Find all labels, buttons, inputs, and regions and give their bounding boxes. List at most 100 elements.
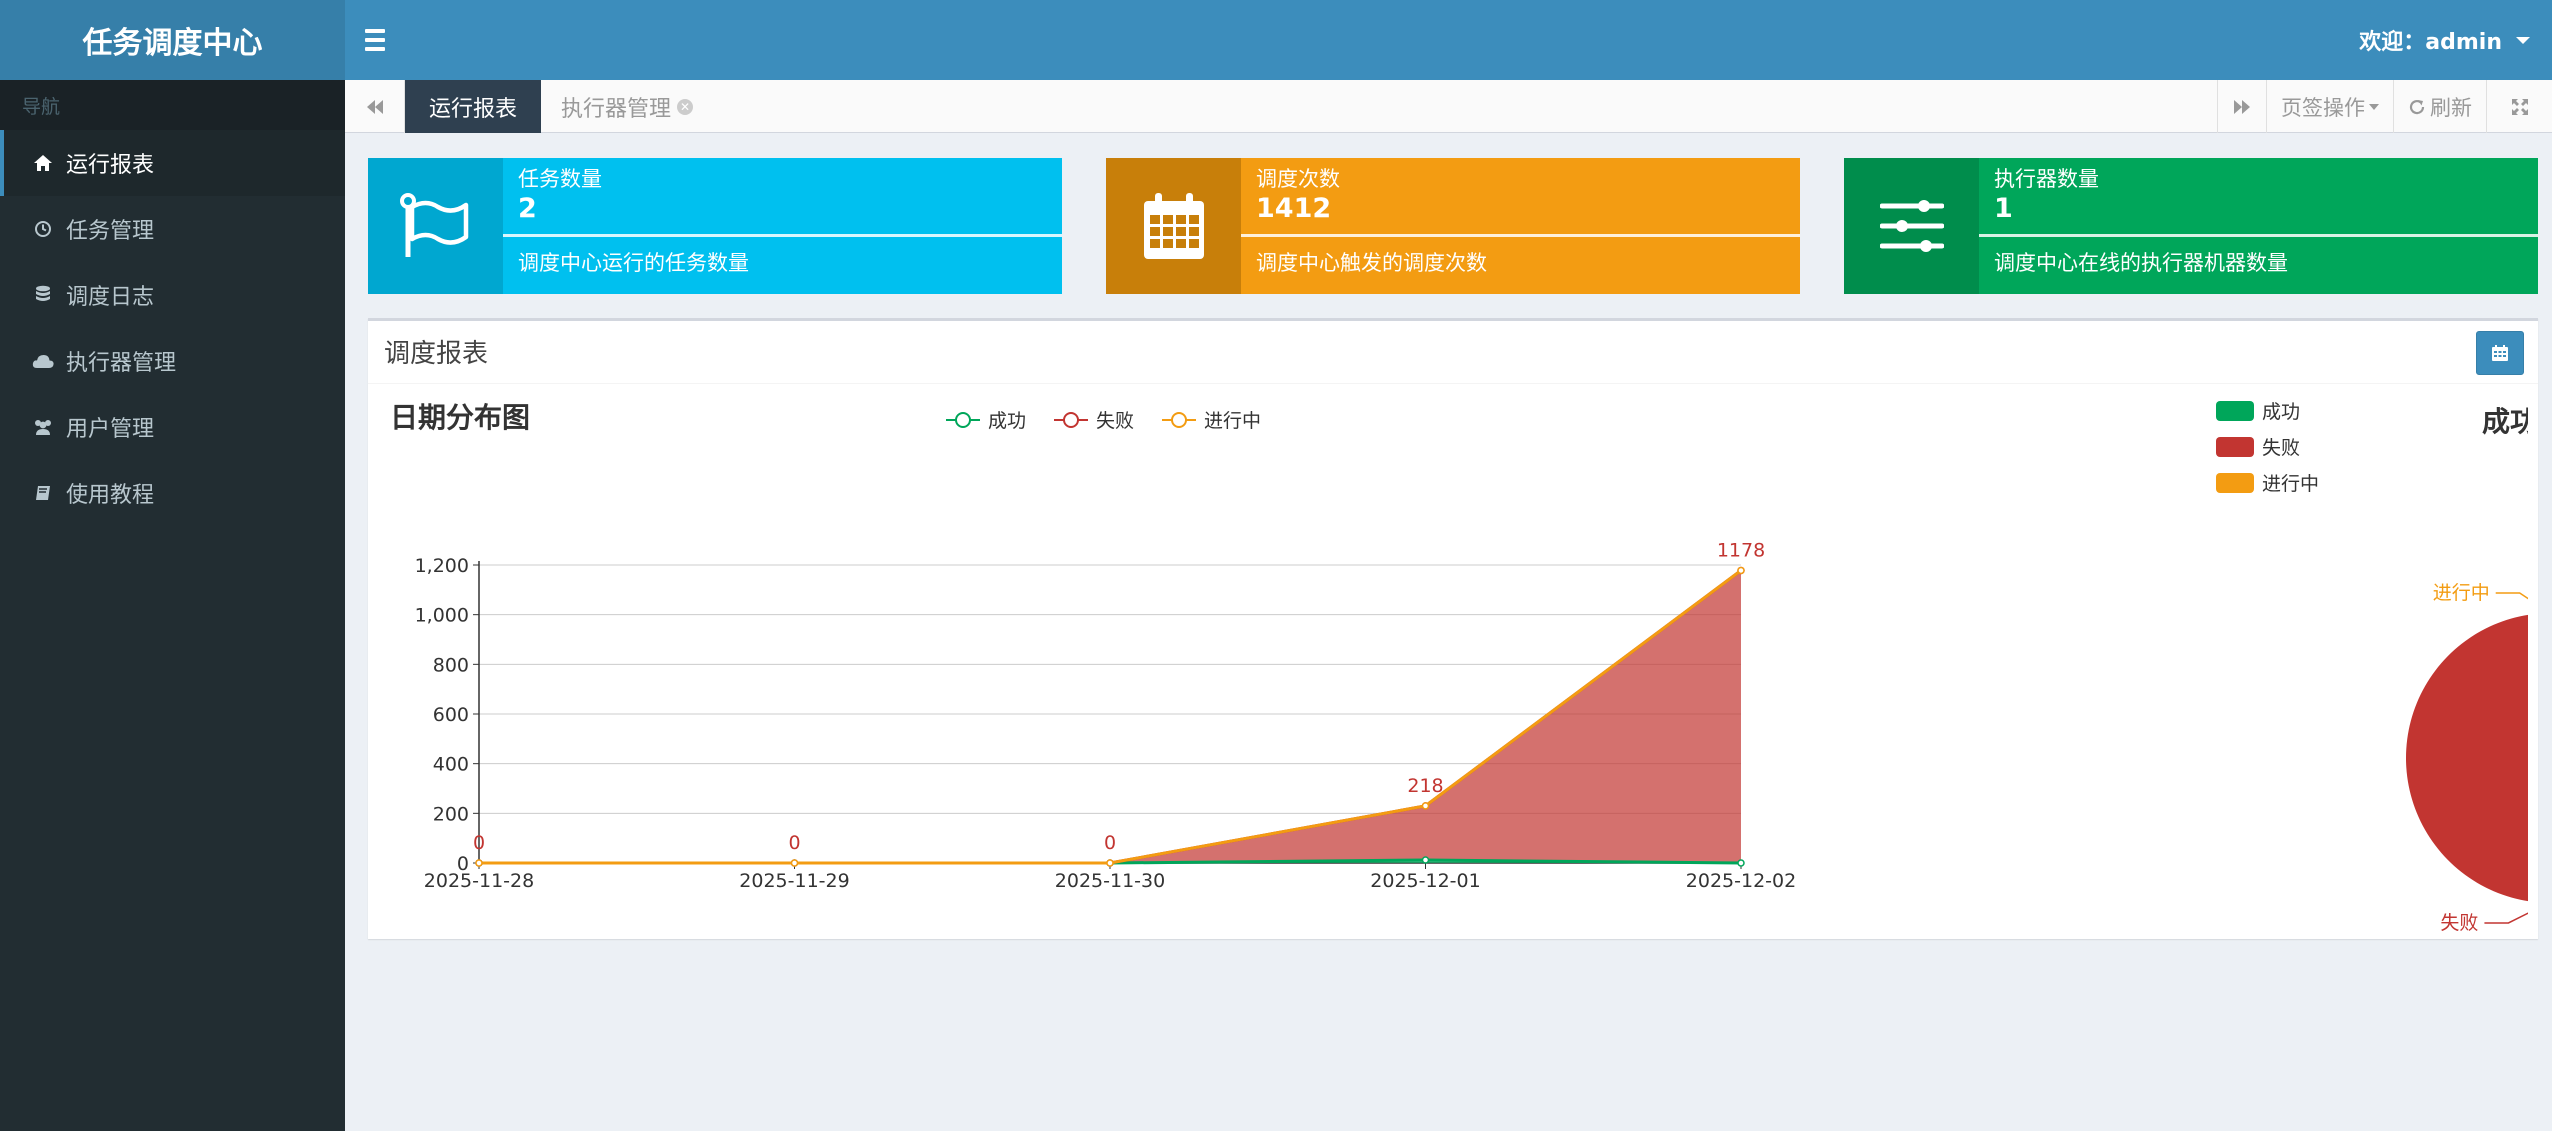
legend-label: 成功 <box>988 410 1026 432</box>
clock-icon <box>30 216 56 242</box>
data-label: 0 <box>473 832 485 854</box>
task-count-card: 任务数量 2 调度中心运行的任务数量 <box>368 158 1062 294</box>
legend-swatch <box>2216 401 2254 421</box>
sidebar-item-logs[interactable]: 调度日志 <box>0 262 345 328</box>
sidebar-item-label: 使用教程 <box>66 483 155 508</box>
data-point <box>475 859 483 867</box>
tab-bar: 运行报表 执行器管理 ✕ 页签操作 刷新 <box>345 80 2552 133</box>
close-icon[interactable]: ✕ <box>677 98 694 115</box>
scroll-right-icon[interactable] <box>2217 80 2266 133</box>
calendar-icon <box>2492 345 2508 361</box>
database-icon <box>30 282 56 308</box>
area-失败 <box>479 570 1741 863</box>
card-description: 调度中心触发的调度次数 <box>1256 251 1487 275</box>
user-menu[interactable]: 欢迎：admin <box>2359 0 2530 80</box>
card-value: 1412 <box>1256 193 1332 224</box>
data-label: 0 <box>1104 832 1116 854</box>
card-description: 调度中心运行的任务数量 <box>518 251 749 275</box>
card-title: 任务数量 <box>518 167 602 191</box>
chevron-down-icon <box>2369 103 2379 110</box>
sidebar-item-label: 用户管理 <box>66 417 155 442</box>
page-ops-dropdown[interactable]: 页签操作 <box>2266 80 2393 133</box>
data-point <box>1737 566 1745 575</box>
calendar-icon <box>1106 158 1241 294</box>
refresh-button[interactable]: 刷新 <box>2393 80 2486 133</box>
data-point <box>1106 859 1114 867</box>
data-label: 218 <box>1407 775 1443 797</box>
chart-slices <box>2406 614 2528 902</box>
executor-count-card: 执行器数量 1 调度中心在线的执行器机器数量 <box>1844 158 2538 294</box>
tab-actions: 页签操作 刷新 <box>2217 80 2552 133</box>
refresh-label: 刷新 <box>2430 95 2472 120</box>
sidebar-item-users[interactable]: 用户管理 <box>0 394 345 460</box>
data-point <box>1421 802 1430 810</box>
page-ops-label: 页签操作 <box>2281 95 2365 120</box>
legend-swatch <box>2216 473 2254 493</box>
chart-marks: 0 0 0 218 1178 <box>473 539 1765 867</box>
chevron-down-icon <box>2516 36 2530 44</box>
x-tick-label: 2025-12-01 <box>1370 870 1480 892</box>
card-title: 执行器数量 <box>1994 167 2099 191</box>
trigger-count-card: 调度次数 1412 调度中心触发的调度次数 <box>1106 158 1800 294</box>
sidebar-item-label: 运行报表 <box>66 153 155 178</box>
slice-leader-line <box>2495 592 2528 600</box>
fullscreen-icon[interactable] <box>2486 80 2552 133</box>
tab-label: 执行器管理 <box>561 96 672 122</box>
home-icon <box>30 150 56 176</box>
slice-label: 进行中 <box>2433 582 2490 604</box>
legend-marker <box>955 412 971 428</box>
legend-marker <box>1171 412 1187 428</box>
data-point <box>1737 859 1745 867</box>
sliders-icon <box>1844 158 1979 294</box>
y-tick-label: 0 <box>457 853 469 875</box>
y-tick-label: 1,000 <box>415 605 469 627</box>
sidebar-item-report[interactable]: 运行报表 <box>0 130 345 196</box>
tab-report[interactable]: 运行报表 <box>405 80 542 133</box>
card-progress-bar <box>503 234 1062 237</box>
tab-executors[interactable]: 执行器管理 ✕ <box>537 80 717 133</box>
chart-title: 日期分布图 <box>390 401 530 434</box>
legend-swatch <box>2216 437 2254 457</box>
sidebar-toggle-icon[interactable] <box>365 22 401 58</box>
legend-label: 进行中 <box>2262 473 2319 495</box>
data-point <box>1421 856 1430 864</box>
report-title: 调度报表 <box>384 339 489 369</box>
card-content: 执行器数量 1 调度中心在线的执行器机器数量 <box>1979 158 2538 294</box>
legend-marker <box>1063 412 1079 428</box>
sidebar-item-docs[interactable]: 使用教程 <box>0 460 345 526</box>
card-description: 调度中心在线的执行器机器数量 <box>1994 251 2288 275</box>
app-logo[interactable]: 任务调度中心 <box>0 0 345 80</box>
welcome-text: 欢迎：admin <box>2359 30 2502 55</box>
users-icon <box>30 414 56 440</box>
card-content: 任务数量 2 调度中心运行的任务数量 <box>503 158 1062 294</box>
legend-label: 失败 <box>1096 410 1134 432</box>
refresh-icon <box>2409 99 2425 114</box>
legend-label: 成功 <box>2262 401 2300 423</box>
date-distribution-chart: 日期分布图 成功 失败 进行中 02004006008001,0001,200202… <box>390 401 1796 892</box>
cloud-icon <box>30 348 56 374</box>
card-content: 调度次数 1412 调度中心触发的调度次数 <box>1241 158 1800 294</box>
date-range-button[interactable] <box>2476 331 2524 375</box>
chart-legend[interactable]: 成功 失败 进行中 <box>946 410 1261 432</box>
sidebar-item-label: 任务管理 <box>66 219 155 244</box>
sidebar-header: 导航 <box>0 80 345 130</box>
sidebar-item-jobs[interactable]: 任务管理 <box>0 196 345 262</box>
flag-icon <box>368 158 503 294</box>
card-value: 1 <box>1994 193 2013 224</box>
data-label: 0 <box>788 832 800 854</box>
book-icon <box>30 480 56 506</box>
card-progress-bar <box>1979 234 2538 237</box>
x-tick-label: 2025-11-30 <box>1055 870 1165 892</box>
scroll-left-icon[interactable] <box>345 80 405 133</box>
divider <box>368 383 2538 384</box>
sidebar-item-executors[interactable]: 执行器管理 <box>0 328 345 394</box>
legend-label: 进行中 <box>1204 410 1261 432</box>
legend-label: 失败 <box>2262 437 2300 459</box>
tab-label: 运行报表 <box>429 96 518 122</box>
y-tick-label: 400 <box>433 754 469 776</box>
card-value: 2 <box>518 193 537 224</box>
y-tick-label: 800 <box>433 654 469 676</box>
slice-leader-line <box>2484 912 2528 924</box>
